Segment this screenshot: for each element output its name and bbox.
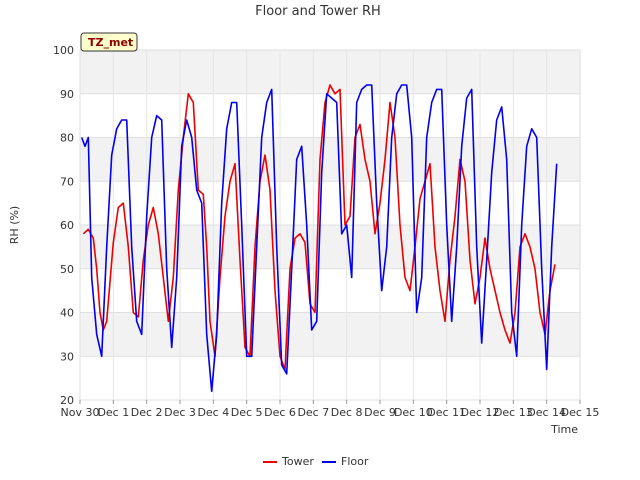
x-tick-label: Dec 7	[297, 406, 329, 419]
station-badge-label: TZ_met	[88, 36, 133, 49]
y-tick-label: 50	[60, 263, 74, 276]
y-axis-title: RH (%)	[8, 206, 21, 244]
y-tick-label: 60	[60, 219, 74, 232]
x-tick-label: Dec 2	[131, 406, 163, 419]
x-tick-label: Dec 12	[461, 406, 500, 419]
x-tick-label: Dec 9	[364, 406, 396, 419]
x-tick-label: Dec 3	[164, 406, 196, 419]
x-tick-label: Dec 1	[97, 406, 129, 419]
x-tick-label: Dec 4	[197, 406, 229, 419]
y-tick-label: 20	[60, 394, 74, 407]
y-axis-ticks: 20 30 40 50 60 70 80 90 100	[53, 44, 74, 407]
series-line-floor	[80, 84, 558, 393]
legend-item-floor: Floor	[322, 455, 369, 468]
chart-title: Floor and Tower RH	[255, 4, 381, 19]
plot-band	[80, 312, 580, 357]
station-badge-box	[80, 32, 138, 52]
legend-label: Tower	[281, 455, 314, 468]
y-tick-label: 100	[53, 44, 74, 57]
station-badge: TZ_met	[80, 32, 138, 52]
x-tick-label: Dec 14	[527, 406, 566, 419]
y-tick-label: 90	[60, 88, 74, 101]
plot-frame	[79, 49, 581, 401]
x-axis-title: Time	[550, 423, 578, 436]
y-tick-label: 80	[60, 132, 74, 145]
plot-band	[80, 225, 580, 269]
legend-item-tower: Tower	[263, 455, 314, 468]
x-tick-label: Dec 5	[231, 406, 263, 419]
x-tick-label: Dec 13	[494, 406, 533, 419]
x-tick-label: Dec 8	[331, 406, 363, 419]
y-tick-label: 40	[60, 307, 74, 320]
x-tick-label: Dec 10	[394, 406, 433, 419]
legend-label: Floor	[341, 455, 369, 468]
x-tick-label: Dec 15	[561, 406, 600, 419]
legend: Tower Floor	[263, 455, 369, 468]
x-tick-label: Dec 11	[427, 406, 466, 419]
y-tick-label: 70	[60, 175, 74, 188]
x-tick-label: Dec 6	[264, 406, 296, 419]
y-tick-label: 30	[60, 350, 74, 363]
x-tick-label: Nov 30	[61, 406, 100, 419]
series-layer	[80, 84, 558, 393]
series-line-tower	[82, 84, 556, 371]
